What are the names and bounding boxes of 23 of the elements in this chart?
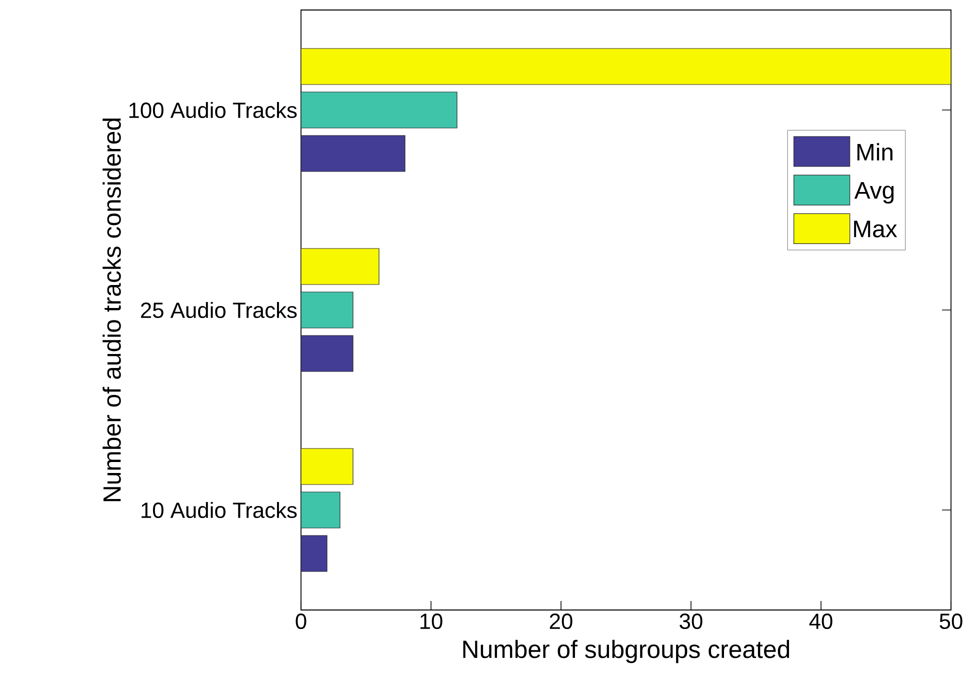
bar	[301, 248, 380, 285]
x-tick-label: 30	[680, 614, 702, 630]
y-tick-label: 100 Audio Tracks	[129, 102, 297, 118]
x-tick-label: 50	[940, 614, 962, 630]
legend-label: Min	[857, 143, 892, 160]
x-axis-title: Number of subgroups created	[463, 640, 790, 664]
legend-label: Max	[854, 220, 898, 238]
bar	[301, 448, 354, 485]
bar	[301, 92, 458, 128]
bar	[301, 492, 340, 528]
x-tick-label: 40	[809, 614, 832, 630]
y-tick-label: 25 Audio Tracks	[141, 302, 297, 318]
legend-label: Avg	[854, 182, 894, 204]
bar	[301, 535, 328, 572]
bar	[301, 48, 952, 85]
bar	[301, 335, 354, 372]
bar	[301, 135, 406, 172]
y-axis-title: Number of audio tracks considered	[102, 118, 121, 502]
x-tick-label: 0	[296, 614, 306, 630]
y-tick-label: 10 Audio Tracks	[142, 502, 297, 518]
bar	[301, 292, 354, 328]
x-tick-label: 10	[420, 614, 442, 630]
x-tick-label: 20	[550, 614, 572, 630]
